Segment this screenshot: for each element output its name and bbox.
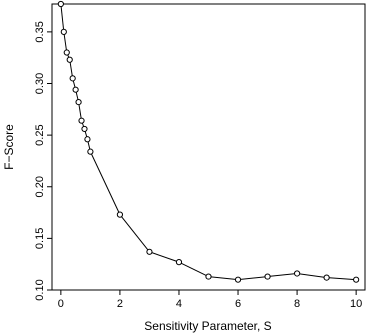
data-point [323,274,330,281]
data-point [78,117,85,124]
series-segment [60,6,65,30]
data-point [205,273,212,280]
series-segment [270,273,295,277]
series-segment [181,262,207,276]
series-segment [69,62,73,76]
data-point [87,148,94,155]
data-point [264,273,271,280]
plot-area [51,3,366,291]
data-point [293,270,301,277]
data-point [66,56,73,63]
data-point [63,49,70,56]
series-segment [91,153,120,213]
series-segment [299,273,325,278]
series-segment [240,276,266,280]
series-segment [72,80,76,88]
data-point [75,98,82,106]
y-tick-label: 0.15 [34,228,46,249]
x-tick-label: 2 [117,298,123,310]
x-tick-label: 0 [58,298,64,310]
series-segment [63,34,67,51]
y-tick-label: 0.25 [34,124,46,145]
y-tick-label: 0.10 [34,279,46,300]
x-axis-title: Sensitivity Parameter, S [144,319,271,333]
y-tick-label: 0.35 [34,21,46,42]
data-point [353,276,360,283]
y-tick-label: 0.30 [34,73,46,94]
series-layer [57,0,360,283]
x-tick-label: 4 [176,298,182,310]
series-segment [121,216,149,251]
y-axis-title: F−Score [2,124,16,170]
data-point [81,125,88,133]
series-segment [75,92,79,100]
y-axis: 0.10 0.15 0.20 0.25 0.30 0.35 [34,21,52,301]
data-point [116,211,124,218]
x-axis: 0 2 4 6 8 10 [58,290,362,310]
data-point [60,28,67,35]
y-tick-label: 0.20 [34,176,46,197]
x-tick-label: 10 [350,298,362,310]
data-point [84,136,91,143]
data-point [57,0,64,8]
series-segment [78,104,82,119]
data-point [72,86,79,93]
series-segment [81,122,85,127]
data-point [146,248,153,255]
series-segment [87,141,91,150]
x-tick-label: 6 [235,298,241,310]
series-segment [151,252,177,262]
data-point [69,75,76,82]
data-point [234,276,242,283]
x-tick-label: 8 [294,298,300,310]
series-segment [211,276,236,280]
data-point [175,259,183,266]
series-segment [84,131,88,137]
series-segment [329,277,354,280]
